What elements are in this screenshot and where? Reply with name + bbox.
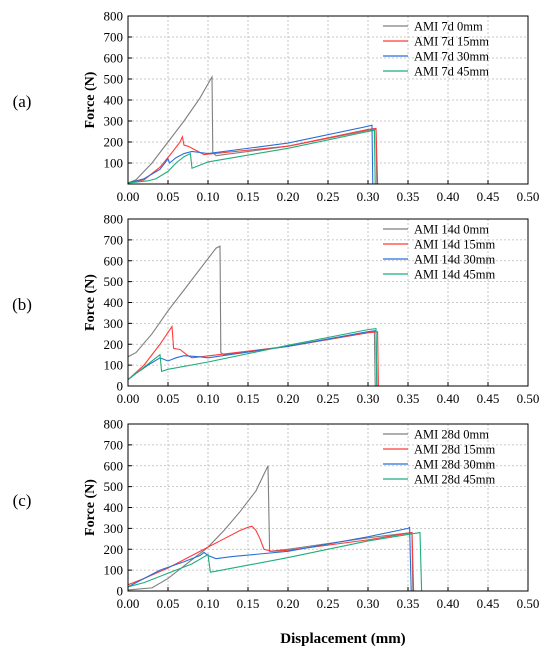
y-tick-label: 100 xyxy=(104,156,124,171)
y-tick-label: 0 xyxy=(117,584,124,599)
x-tick-label: 0.20 xyxy=(277,391,300,406)
x-tick-label: 0.40 xyxy=(437,189,460,204)
legend-label-2: AMI 14d 15mm xyxy=(414,237,496,251)
y-tick-label: 700 xyxy=(104,232,124,247)
x-tick-label: 0.30 xyxy=(357,391,380,406)
x-tick-label: 0.00 xyxy=(117,189,140,204)
y-tick-label: 400 xyxy=(104,500,124,515)
x-tick-label: 0.10 xyxy=(197,596,220,611)
legend-label-1: AMI 7d 0mm xyxy=(414,19,483,33)
x-tick-label: 0.30 xyxy=(357,596,380,611)
legend-label-2: AMI 7d 15mm xyxy=(414,34,489,48)
legend-label-1: AMI 14d 0mm xyxy=(414,222,489,236)
x-tick-label: 0.35 xyxy=(397,189,420,204)
x-tick-label: 0.45 xyxy=(477,189,500,204)
x-tick-label: 0.05 xyxy=(157,189,180,204)
x-tick-label: 0.50 xyxy=(517,189,540,204)
legend-label-4: AMI 14d 45mm xyxy=(414,267,496,281)
legend-label-3: AMI 28d 30mm xyxy=(414,457,496,471)
panel-label: (b) xyxy=(12,295,32,314)
y-tick-label: 200 xyxy=(104,337,124,352)
series-line-2 xyxy=(128,324,379,386)
y-axis-label: Force (N) xyxy=(83,71,98,128)
panel-label: (a) xyxy=(13,92,32,111)
x-tick-label: 0.10 xyxy=(197,391,220,406)
y-tick-label: 400 xyxy=(104,93,124,108)
y-tick-label: 500 xyxy=(104,274,124,289)
x-tick-label: 0.40 xyxy=(437,391,460,406)
y-tick-label: 800 xyxy=(104,417,124,432)
series-line-2 xyxy=(128,127,379,184)
x-tick-label: 0.00 xyxy=(117,596,140,611)
x-tick-label: 0.20 xyxy=(277,189,300,204)
x-axis-label: Displacement (mm) xyxy=(280,631,405,647)
y-tick-label: 500 xyxy=(104,72,124,87)
panel-b: 0.00 0.05 0.10 0.15 0.20 0.25 0.30 0.35 0.40 0.45… xyxy=(12,212,539,407)
x-tick-label: 0.25 xyxy=(317,391,340,406)
x-tick-label: 0.10 xyxy=(197,189,220,204)
y-axis-label: Force (N) xyxy=(83,479,98,536)
x-tick-label: 0.15 xyxy=(237,189,260,204)
panel-c: 0.00 0.05 0.10 0.15 0.20 0.25 0.30 0.35 0.40 0.45… xyxy=(13,417,540,612)
y-tick-label: 500 xyxy=(104,479,124,494)
panel-label: (c) xyxy=(13,491,32,510)
y-tick-label: 300 xyxy=(104,316,124,331)
x-tick-label: 0.20 xyxy=(277,596,300,611)
y-tick-label: 300 xyxy=(104,114,124,129)
y-tick-label: 100 xyxy=(104,358,124,373)
legend-label-2: AMI 28d 15mm xyxy=(414,442,496,456)
y-tick-label: 800 xyxy=(104,212,124,227)
y-tick-label: 600 xyxy=(104,458,124,473)
y-axis-label: Force (N) xyxy=(83,274,98,331)
x-tick-label: 0.45 xyxy=(477,391,500,406)
legend-label-1: AMI 28d 0mm xyxy=(414,427,489,441)
x-tick-label: 0.15 xyxy=(237,391,260,406)
legend-label-4: AMI 28d 45mm xyxy=(414,472,496,486)
y-tick-label: 800 xyxy=(104,9,124,24)
y-tick-label: 600 xyxy=(104,253,124,268)
panel-a: 0.00 0.05 0.10 0.15 0.20 0.25 0.30 0.35 0.40 0.45… xyxy=(13,9,540,205)
x-tick-label: 0.00 xyxy=(117,391,140,406)
x-tick-label: 0.15 xyxy=(237,596,260,611)
series-line-1 xyxy=(128,74,378,184)
x-tick-label: 0.25 xyxy=(317,596,340,611)
legend-label-4: AMI 7d 45mm xyxy=(414,64,489,78)
x-tick-label: 0.05 xyxy=(157,391,180,406)
x-tick-label: 0.40 xyxy=(437,596,460,611)
series-line-4 xyxy=(128,531,423,591)
x-tick-label: 0.30 xyxy=(357,189,380,204)
y-tick-label: 200 xyxy=(104,542,124,557)
y-tick-label: 700 xyxy=(104,437,124,452)
x-tick-label: 0.25 xyxy=(317,189,340,204)
x-tick-label: 0.50 xyxy=(517,596,540,611)
y-tick-label: 0 xyxy=(117,379,124,394)
y-tick-label: 700 xyxy=(104,30,124,45)
series-line-3 xyxy=(128,526,412,591)
legend-label-3: AMI 7d 30mm xyxy=(414,49,489,63)
series-line-4 xyxy=(128,129,376,184)
series-line-4 xyxy=(128,327,378,386)
x-tick-label: 0.35 xyxy=(397,596,420,611)
y-tick-label: 600 xyxy=(104,51,124,66)
y-tick-label: 300 xyxy=(104,521,124,536)
x-tick-label: 0.05 xyxy=(157,596,180,611)
y-tick-label: 200 xyxy=(104,135,124,150)
y-tick-label: 100 xyxy=(104,563,124,578)
legend-label-3: AMI 14d 30mm xyxy=(414,252,496,266)
series-line-3 xyxy=(128,330,378,386)
series-line-3 xyxy=(128,124,374,184)
x-tick-label: 0.35 xyxy=(397,391,420,406)
y-tick-label: 400 xyxy=(104,295,124,310)
x-tick-label: 0.45 xyxy=(477,596,500,611)
x-tick-label: 0.50 xyxy=(517,391,540,406)
